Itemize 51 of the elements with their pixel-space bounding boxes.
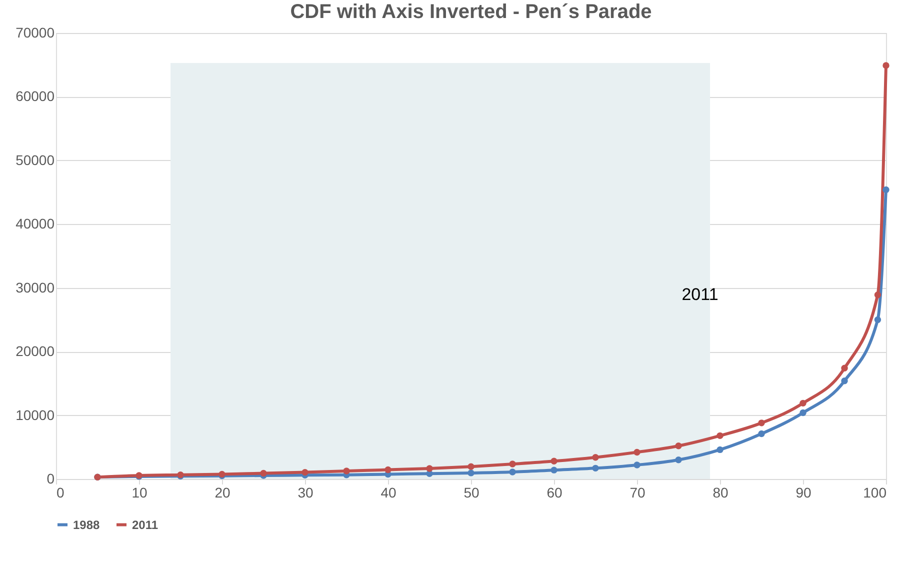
point: [592, 464, 599, 472]
point: [550, 466, 558, 474]
point: [874, 316, 882, 324]
point: [509, 468, 516, 476]
y-tick-label: 70000: [16, 24, 55, 40]
point: [874, 292, 882, 298]
y-tick-label: 40000: [16, 216, 55, 232]
legend-label: 2011: [132, 518, 158, 532]
y-tick-label: 60000: [16, 88, 55, 104]
x-tick-label: 40: [380, 484, 396, 500]
point: [882, 186, 890, 194]
point: [592, 454, 599, 461]
y-tick-label: 50000: [16, 152, 55, 168]
point: [468, 463, 474, 470]
point: [716, 432, 724, 440]
point: [426, 465, 433, 472]
point: [468, 470, 474, 476]
point: [675, 456, 682, 464]
x-tick-label: 60: [546, 484, 562, 500]
point: [841, 364, 848, 372]
x-tick-label: 30: [298, 484, 314, 500]
annotation: 2011: [682, 285, 718, 304]
legend-label: 1988: [73, 518, 100, 532]
x-tick-label: 10: [132, 484, 148, 500]
point: [550, 458, 558, 465]
point: [758, 420, 765, 426]
x-tick-label: 90: [796, 484, 812, 500]
point: [302, 468, 308, 476]
y-tick-label: 20000: [16, 343, 55, 360]
point: [841, 378, 848, 384]
y-tick-label: 0: [46, 470, 55, 486]
point: [634, 448, 640, 456]
point: [758, 430, 765, 438]
x-tick-label: 50: [464, 484, 480, 500]
point: [384, 466, 392, 474]
point: [509, 460, 516, 468]
x-tick-label: 20: [214, 484, 230, 500]
point: [716, 446, 724, 454]
y-tick-label: 30000: [16, 279, 55, 296]
y-tick-label: 10000: [16, 406, 55, 423]
x-tick-label: 70: [630, 484, 646, 500]
point: [800, 409, 806, 416]
point: [343, 468, 350, 474]
point: [675, 442, 682, 450]
x-tick-label: 80: [712, 484, 728, 500]
x-tick-label: 100: [863, 484, 887, 500]
point: [882, 62, 890, 69]
point: [260, 470, 267, 477]
point: [800, 400, 806, 407]
point: [634, 462, 640, 468]
chart-title: CDF with Axis Inverted - Pen´s Parade: [290, 1, 652, 23]
